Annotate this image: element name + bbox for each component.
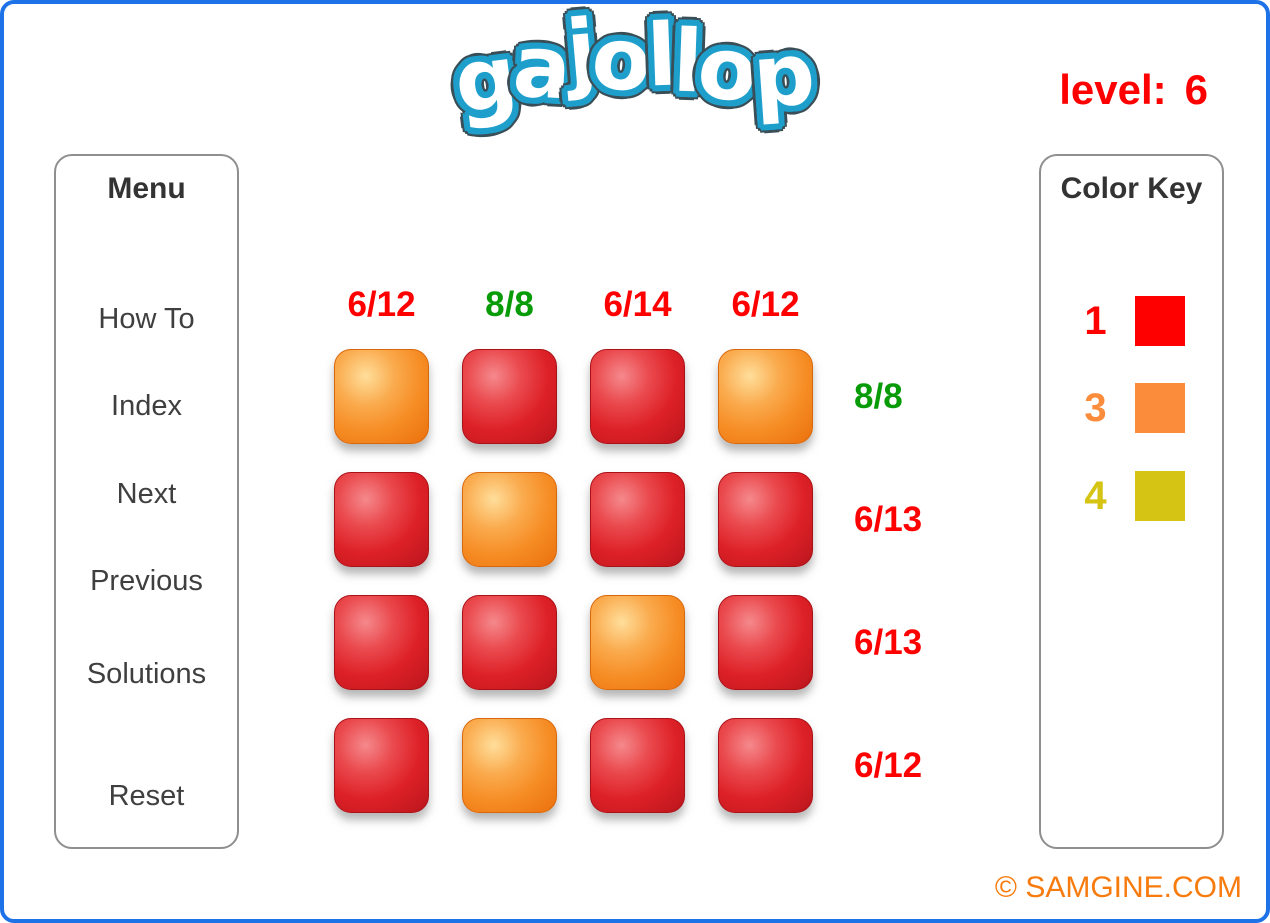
column-header-1: 6/12 (347, 285, 416, 324)
column-headers: 6/12 8/8 6/14 6/12 (334, 285, 813, 325)
level-label: level: (1059, 66, 1167, 113)
row-label-1: 8/8 (854, 377, 903, 416)
menu-items: How To Index Next Previous Solutions Reset (56, 156, 237, 847)
menu-item-reset[interactable]: Reset (108, 780, 185, 812)
tile-r1c4[interactable] (718, 349, 813, 444)
tile-r1c1[interactable] (334, 349, 429, 444)
tile-r2c3[interactable] (590, 472, 685, 567)
tile-r2c2[interactable] (462, 472, 557, 567)
row-label-3: 6/13 (854, 623, 923, 662)
column-header-2: 8/8 (485, 285, 534, 324)
color-key-swatch (1134, 471, 1185, 521)
menu-item-next[interactable]: Next (116, 478, 177, 510)
tile-r2c1[interactable] (334, 472, 429, 567)
tile-r4c2[interactable] (462, 718, 557, 813)
tile-r1c2[interactable] (462, 349, 557, 444)
column-header-4: 6/12 (731, 285, 800, 324)
menu-item-how-to[interactable]: How To (98, 303, 195, 335)
color-key-number: 3 (1084, 385, 1107, 430)
color-key-number: 4 (1084, 473, 1107, 518)
row-label-2: 6/13 (854, 500, 923, 539)
color-key-entry-3: 3 (1041, 383, 1222, 433)
menu-title: Menu (107, 172, 186, 205)
menu-item-index[interactable]: Index (111, 390, 182, 422)
level-value: 6 (1184, 66, 1208, 113)
color-key-entries: 1 3 4 (1041, 156, 1222, 847)
tile-r1c3[interactable] (590, 349, 685, 444)
tile-r4c4[interactable] (718, 718, 813, 813)
tile-r2c4[interactable] (718, 472, 813, 567)
color-key-panel: Color Key 1 3 4 (1039, 154, 1224, 849)
logo-letter: a (510, 16, 574, 120)
column-header-3: 6/14 (603, 285, 672, 324)
color-key-entry-4: 4 (1041, 471, 1222, 521)
level-indicator: level: 6 (1059, 66, 1208, 114)
row-label-4: 6/12 (854, 746, 923, 785)
tile-r3c4[interactable] (718, 595, 813, 690)
color-key-entry-1: 1 (1041, 296, 1222, 346)
color-key-swatch (1134, 296, 1185, 346)
tile-r3c1[interactable] (334, 595, 429, 690)
game-board (334, 349, 813, 813)
logo-letter: p (749, 23, 819, 129)
tile-r3c3[interactable] (590, 595, 685, 690)
copyright-text: © SAMGINE.COM (994, 871, 1242, 904)
color-key-number: 1 (1084, 298, 1107, 343)
color-key-title: Color Key (1060, 172, 1203, 205)
row-labels: 8/8 6/13 6/13 6/12 (854, 349, 922, 813)
gajollop-logo: gajollop (449, 4, 818, 133)
menu-panel: Menu How To Index Next Previous Solutions Res… (54, 154, 239, 849)
tile-r3c2[interactable] (462, 595, 557, 690)
tile-r4c1[interactable] (334, 718, 429, 813)
tile-r4c3[interactable] (590, 718, 685, 813)
menu-item-solutions[interactable]: Solutions (86, 658, 207, 690)
color-key-swatch (1134, 383, 1185, 433)
menu-item-previous[interactable]: Previous (90, 565, 203, 597)
